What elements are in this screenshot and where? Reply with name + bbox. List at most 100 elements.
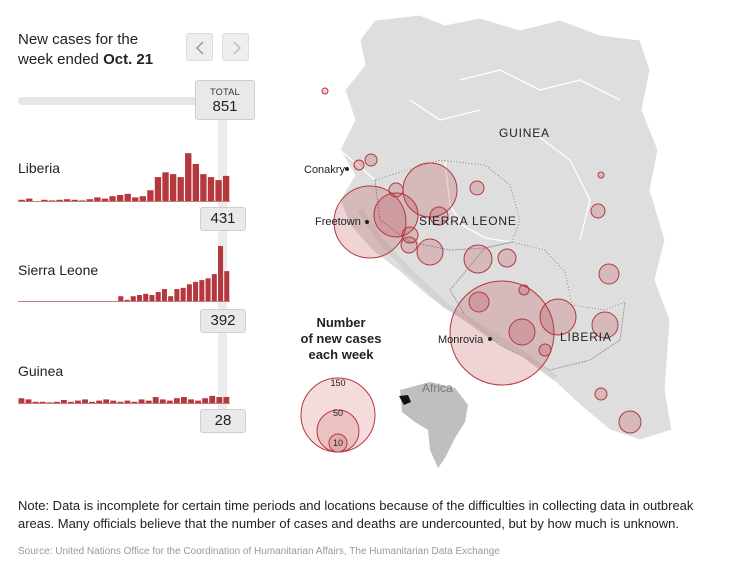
page-title: New cases for the week ended Oct. 21 — [18, 30, 153, 70]
weekly-case-bar — [186, 284, 192, 301]
city-label-monrovia: Monrovia — [438, 334, 484, 346]
case-bubble — [353, 159, 365, 171]
weekly-case-bar — [216, 397, 223, 403]
weekly-case-bar — [205, 278, 211, 301]
weekly-case-bar — [180, 287, 186, 301]
weekly-case-bar — [48, 200, 56, 201]
country-label-sierra-leone: Sierra Leone — [18, 262, 99, 278]
weekly-case-bar — [215, 180, 222, 201]
city-label-freetown: Freetown — [315, 216, 361, 228]
city-dot-freetown — [365, 220, 369, 224]
case-bubble — [449, 280, 555, 386]
legend-title-line-3: each week — [308, 347, 374, 362]
sierra-leone-value: 392 — [200, 309, 246, 333]
week-slider-track[interactable] — [18, 97, 200, 105]
guinea-value: 28 — [200, 409, 246, 433]
case-bubble — [333, 185, 407, 259]
case-bubble — [590, 203, 606, 219]
weekly-case-bar — [131, 401, 138, 403]
weekly-case-bar — [177, 177, 184, 201]
coastline — [357, 208, 557, 381]
case-bubble — [400, 236, 418, 254]
case-bubble — [497, 248, 517, 268]
weekly-case-bar — [25, 399, 32, 403]
weekly-case-bar — [94, 197, 101, 201]
case-bubble — [388, 182, 404, 198]
weekly-case-bar — [159, 399, 166, 403]
case-bubble — [468, 291, 490, 313]
weekly-case-bar — [173, 398, 180, 403]
weekly-case-bar — [32, 401, 39, 403]
africa-inset-map — [400, 382, 468, 468]
weekly-case-bar — [224, 271, 230, 301]
liberia-border — [449, 241, 626, 371]
source-credit: Source: United Nations Office for the Co… — [18, 546, 500, 557]
case-bubble — [463, 244, 493, 274]
chevron-left-icon — [195, 41, 204, 55]
weekly-case-bar — [116, 195, 124, 201]
weekly-case-bar — [152, 397, 159, 403]
case-bubble — [518, 284, 530, 296]
liberia-bar-chart — [18, 153, 230, 202]
weekly-case-bar — [26, 198, 33, 201]
case-bubble — [321, 87, 329, 95]
weekly-case-bar — [103, 399, 110, 403]
weekly-case-bar — [53, 401, 60, 403]
weekly-case-bar — [169, 174, 177, 201]
weekly-case-bar — [188, 399, 194, 403]
weekly-case-bar — [199, 280, 205, 301]
legend-value-10: 10 — [333, 438, 343, 448]
country-label-sierra-leone-map: SIERRA LEONE — [419, 214, 517, 228]
total-label: TOTAL — [210, 87, 240, 97]
country-label-liberia: Liberia — [18, 160, 61, 176]
weekly-case-bar — [211, 274, 217, 301]
weekly-case-bar — [161, 289, 167, 301]
case-bubble — [594, 387, 608, 401]
case-bubble — [591, 311, 619, 339]
weekly-case-bar — [130, 296, 136, 301]
chevron-right-icon — [233, 41, 242, 55]
weekly-case-bar — [39, 401, 46, 403]
weekly-case-bar — [75, 400, 81, 403]
weekly-case-bar — [56, 199, 63, 201]
weekly-case-bar — [174, 289, 180, 301]
outbreak-region-marker — [399, 395, 411, 405]
case-bubble — [416, 238, 444, 266]
weekly-case-bar — [166, 400, 173, 403]
outbreak-map: GUINEA SIERRA LEONE LIBERIA Conakry Free… — [300, 14, 673, 468]
legend-title-line-2: of new cases — [300, 331, 382, 346]
weekly-case-bar — [41, 199, 48, 201]
weekly-case-bar — [82, 399, 88, 403]
weekly-case-bar — [218, 246, 224, 301]
weekly-case-bar — [118, 296, 124, 301]
weekly-case-bar — [192, 163, 200, 201]
case-bubbles — [321, 87, 642, 434]
weekly-case-bar — [202, 398, 209, 403]
country-label-guinea: Guinea — [18, 363, 64, 379]
country-label-guinea-map: GUINEA — [499, 126, 550, 140]
africa-inset-label: Africa — [422, 381, 453, 395]
weekly-case-bar — [143, 293, 149, 301]
country-label-liberia-map: LIBERIA — [560, 330, 612, 344]
title-line-1: New cases for the — [18, 31, 139, 48]
weekly-case-bar — [124, 400, 131, 403]
weekly-case-bar — [124, 299, 130, 301]
sierra-leone-bar-chart — [18, 246, 230, 302]
footnote: Note: Data is incomplete for certain tim… — [18, 498, 694, 531]
previous-week-button[interactable] — [186, 33, 213, 61]
weekly-case-bar — [200, 174, 207, 201]
case-bubble — [469, 180, 485, 196]
case-bubble — [429, 206, 449, 226]
weekly-case-bar — [46, 402, 53, 403]
weekly-case-bar — [101, 198, 109, 201]
weekly-case-bar — [79, 200, 86, 201]
weekly-case-bar — [193, 281, 199, 301]
weekly-case-bar — [139, 196, 147, 201]
weekly-case-bar — [154, 177, 162, 201]
weekly-case-bar — [138, 399, 145, 403]
next-week-button[interactable] — [222, 33, 249, 61]
legend-title-line-1: Number — [316, 315, 366, 330]
weekly-case-bar — [145, 400, 152, 403]
weekly-case-bar — [195, 400, 202, 403]
weekly-case-bar — [223, 397, 230, 403]
